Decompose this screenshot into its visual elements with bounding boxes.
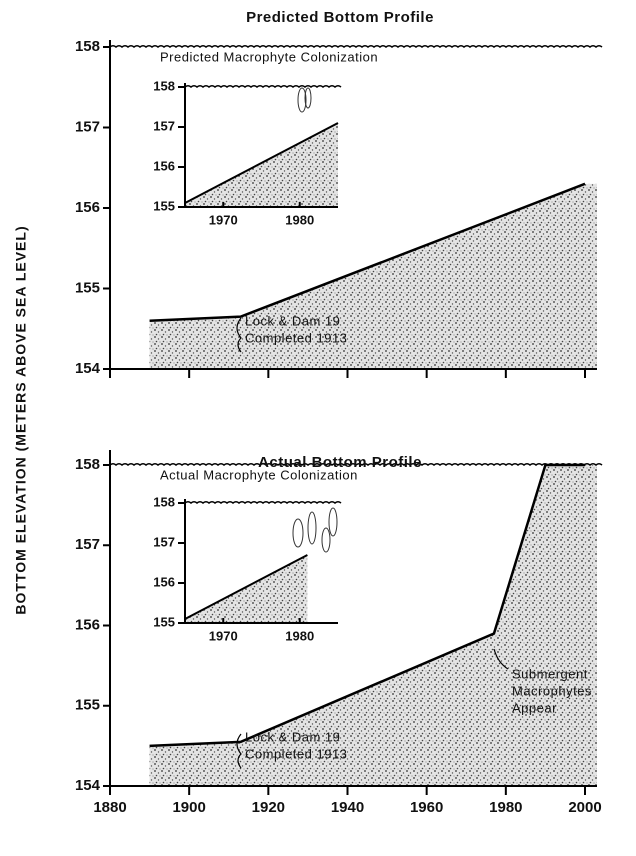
y-tick-label: 157 [153, 534, 175, 549]
x-tick-label: 1980 [285, 212, 314, 227]
bottom-profile [149, 182, 586, 322]
panel-title: Predicted Bottom Profile [246, 9, 434, 26]
y-tick-label: 157 [75, 118, 100, 135]
x-tick-label: 1940 [331, 799, 364, 816]
bottom-fill [149, 183, 598, 369]
y-tick-label: 158 [153, 494, 175, 509]
x-tick-label: 1920 [252, 799, 285, 816]
water-label: Predicted Macrophyte Colonization [160, 49, 378, 64]
water-line [184, 501, 342, 504]
x-tick-label: 1970 [209, 628, 238, 643]
annotation: Lock & Dam 19 [245, 729, 340, 744]
y-tick-label: 158 [75, 38, 100, 55]
bottom-profile [184, 122, 339, 204]
annotation-arrow [493, 648, 509, 670]
y-tick-label: 154 [75, 777, 101, 794]
plants [292, 87, 338, 553]
y-tick-label: 158 [75, 456, 100, 473]
y-tick-label: 156 [75, 616, 100, 633]
x-tick-label: 1960 [410, 799, 443, 816]
y-tick-label: 156 [75, 199, 100, 216]
y-tick-label: 157 [75, 536, 100, 553]
x-tick-label: 1970 [209, 212, 238, 227]
y-tick-label: 155 [153, 198, 175, 213]
x-tick-label: 1900 [172, 799, 205, 816]
panel-title: Actual Bottom Profile [258, 454, 422, 471]
x-tick-label: 1980 [489, 799, 522, 816]
water-label: Actual Macrophyte Colonization [160, 467, 358, 482]
x-tick-label: 2000 [568, 799, 601, 816]
x-tick-label: 1980 [285, 628, 314, 643]
y-axis-label: BOTTOM ELEVATION (METERS ABOVE SEA LEVEL… [13, 225, 29, 614]
annotation: Submergent [512, 666, 588, 681]
water-line [109, 45, 603, 48]
y-tick-label: 155 [153, 614, 175, 629]
water-line [184, 85, 342, 88]
bottom-fill [149, 465, 598, 786]
y-tick-label: 156 [153, 574, 175, 589]
y-tick-label: 156 [153, 158, 175, 173]
y-tick-label: 154 [75, 360, 101, 377]
annotation: Completed 1913 [245, 746, 347, 761]
bottom-profile [184, 554, 308, 620]
bottom-profile [149, 463, 585, 748]
x-tick-label: 1880 [93, 799, 126, 816]
annotation-arrow [236, 733, 242, 769]
annotation: Lock & Dam 19 [245, 313, 340, 328]
annotation-arrow [236, 317, 242, 353]
water-line [109, 463, 603, 466]
annotation: Macrophytes [512, 683, 592, 698]
y-tick-label: 157 [153, 118, 175, 133]
annotation: Appear [512, 700, 557, 715]
y-tick-label: 155 [75, 697, 100, 714]
y-tick-label: 158 [153, 78, 175, 93]
annotation: Completed 1913 [245, 330, 347, 345]
y-tick-label: 155 [75, 279, 100, 296]
